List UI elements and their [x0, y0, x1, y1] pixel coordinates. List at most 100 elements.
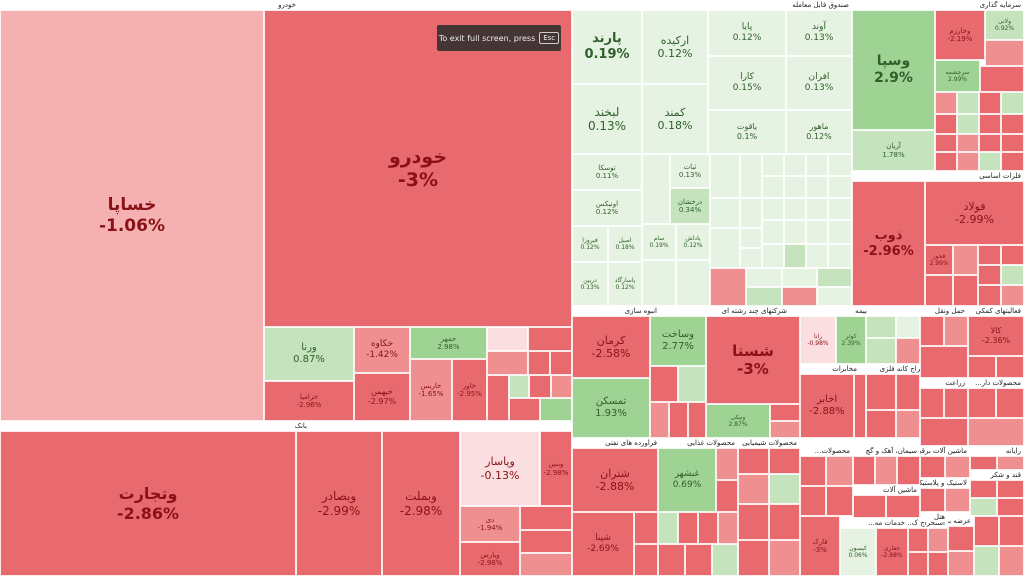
small-stock-tile[interactable] — [935, 114, 957, 134]
small-stock-tile[interactable] — [528, 351, 550, 375]
small-stock-tile[interactable] — [769, 540, 800, 576]
small-stock-tile[interactable] — [762, 244, 784, 268]
small-stock-tile[interactable] — [800, 456, 826, 486]
stock-tile-haffari[interactable]: حفاری -2.88% — [876, 528, 908, 576]
small-stock-tile[interactable] — [953, 275, 978, 306]
small-stock-tile[interactable] — [642, 260, 676, 306]
stock-tile-paya[interactable]: پایا 0.12% — [708, 10, 786, 56]
small-stock-tile[interactable] — [740, 198, 762, 228]
stock-tile-yaghout[interactable]: یاقوت 0.1% — [708, 110, 786, 154]
stock-tile-khodro[interactable]: خودرو -3% — [264, 10, 572, 327]
small-stock-tile[interactable] — [658, 512, 678, 544]
small-stock-tile[interactable] — [897, 456, 920, 485]
small-stock-tile[interactable] — [997, 498, 1024, 516]
small-stock-tile[interactable] — [968, 356, 996, 378]
small-stock-tile[interactable] — [806, 154, 828, 176]
stock-tile-sabat[interactable]: ثبات 0.13% — [670, 154, 710, 188]
stock-tile-akhaber[interactable]: اخابر -2.88% — [800, 374, 854, 438]
small-stock-tile[interactable] — [746, 268, 782, 287]
small-stock-tile[interactable] — [784, 198, 806, 220]
small-stock-tile[interactable] — [650, 402, 669, 438]
small-stock-tile[interactable] — [896, 374, 920, 410]
stock-tile-onyx[interactable]: اونیکس 0.12% — [572, 190, 642, 226]
small-stock-tile[interactable] — [817, 268, 852, 287]
small-stock-tile[interactable] — [853, 456, 875, 485]
small-stock-tile[interactable] — [970, 456, 997, 470]
small-stock-tile[interactable] — [1001, 114, 1024, 134]
stock-tile-vbsader[interactable]: وبصادر -2.99% — [296, 431, 382, 576]
small-stock-tile[interactable] — [782, 287, 817, 306]
stock-tile-arian[interactable]: آریان 1.78% — [852, 130, 935, 171]
small-stock-tile[interactable] — [953, 245, 978, 275]
small-stock-tile[interactable] — [738, 448, 769, 474]
small-stock-tile[interactable] — [957, 114, 979, 134]
stock-tile-khesapa[interactable]: خساپا -1.06% — [0, 10, 264, 421]
small-stock-tile[interactable] — [853, 495, 886, 518]
stock-tile-kala[interactable]: کالا -2.36% — [968, 316, 1024, 356]
stock-tile-shasta[interactable]: شستا -3% — [706, 316, 800, 404]
small-stock-tile[interactable] — [784, 176, 806, 198]
small-stock-tile[interactable] — [925, 275, 953, 306]
small-stock-tile[interactable] — [746, 287, 782, 306]
stock-tile-kisun[interactable]: کیسون 0.06% — [840, 528, 876, 576]
small-stock-tile[interactable] — [997, 456, 1024, 470]
stock-tile-firooza[interactable]: فیروزا 0.12% — [572, 226, 608, 262]
small-stock-tile[interactable] — [540, 398, 572, 421]
small-stock-tile[interactable] — [978, 285, 1001, 306]
stock-tile-ghebshahr[interactable]: غبشهر 0.69% — [658, 448, 716, 512]
small-stock-tile[interactable] — [520, 553, 572, 576]
small-stock-tile[interactable] — [634, 512, 658, 544]
small-stock-tile[interactable] — [1001, 245, 1024, 265]
small-stock-tile[interactable] — [935, 152, 957, 171]
small-stock-tile[interactable] — [920, 316, 944, 346]
small-stock-tile[interactable] — [979, 92, 1001, 114]
stock-tile-vniki[interactable]: ونیکی 2.87% — [706, 404, 770, 438]
small-stock-tile[interactable] — [948, 551, 974, 576]
stock-tile-shepna[interactable]: شپنا -2.69% — [572, 512, 634, 576]
small-stock-tile[interactable] — [520, 506, 572, 530]
small-stock-tile[interactable] — [996, 356, 1024, 378]
stock-tile-foolad[interactable]: فولاد -2.99% — [925, 181, 1024, 245]
small-stock-tile[interactable] — [642, 154, 670, 224]
small-stock-tile[interactable] — [716, 480, 738, 512]
small-stock-tile[interactable] — [806, 244, 828, 268]
small-stock-tile[interactable] — [908, 552, 928, 576]
small-stock-tile[interactable] — [528, 327, 572, 351]
small-stock-tile[interactable] — [740, 154, 762, 198]
small-stock-tile[interactable] — [817, 287, 852, 306]
small-stock-tile[interactable] — [944, 388, 968, 418]
small-stock-tile[interactable] — [920, 456, 945, 478]
stock-tile-fkhuz[interactable]: فخوز 2.99% — [925, 245, 953, 275]
small-stock-tile[interactable] — [678, 512, 698, 544]
small-stock-tile[interactable] — [968, 418, 1024, 446]
stock-tile-khbahman[interactable]: خبهمن -2.97% — [354, 373, 410, 421]
stock-tile-pasargad[interactable]: پاسارگاد 0.12% — [608, 262, 642, 306]
small-stock-tile[interactable] — [979, 152, 1001, 171]
small-stock-tile[interactable] — [970, 498, 997, 516]
small-stock-tile[interactable] — [782, 268, 817, 287]
stock-tile-khkaveh[interactable]: خکاوه -1.42% — [354, 327, 410, 373]
small-stock-tile[interactable] — [974, 516, 999, 546]
small-stock-tile[interactable] — [1001, 265, 1024, 285]
small-stock-tile[interactable] — [520, 530, 572, 553]
small-stock-tile[interactable] — [762, 198, 784, 220]
small-stock-tile[interactable] — [985, 40, 1024, 66]
small-stock-tile[interactable] — [688, 402, 706, 438]
stock-tile-vpasar[interactable]: وپاسار -0.13% — [460, 431, 540, 506]
small-stock-tile[interactable] — [740, 228, 762, 248]
small-stock-tile[interactable] — [509, 398, 540, 421]
stock-tile-kamand[interactable]: کمند 0.18% — [642, 84, 708, 154]
stock-tile-khzamia[interactable]: خزامیا -2.96% — [264, 381, 354, 421]
small-stock-tile[interactable] — [762, 220, 784, 244]
small-stock-tile[interactable] — [762, 176, 784, 198]
small-stock-tile[interactable] — [866, 338, 896, 364]
small-stock-tile[interactable] — [999, 516, 1024, 546]
small-stock-tile[interactable] — [716, 448, 738, 480]
small-stock-tile[interactable] — [1001, 285, 1024, 306]
small-stock-tile[interactable] — [957, 134, 979, 152]
small-stock-tile[interactable] — [978, 265, 1001, 285]
small-stock-tile[interactable] — [770, 421, 800, 438]
small-stock-tile[interactable] — [928, 552, 948, 576]
stock-tile-vkharazm[interactable]: وخارزم -2.19% — [935, 10, 985, 60]
stock-tile-farak[interactable]: فارک -3% — [800, 516, 840, 576]
